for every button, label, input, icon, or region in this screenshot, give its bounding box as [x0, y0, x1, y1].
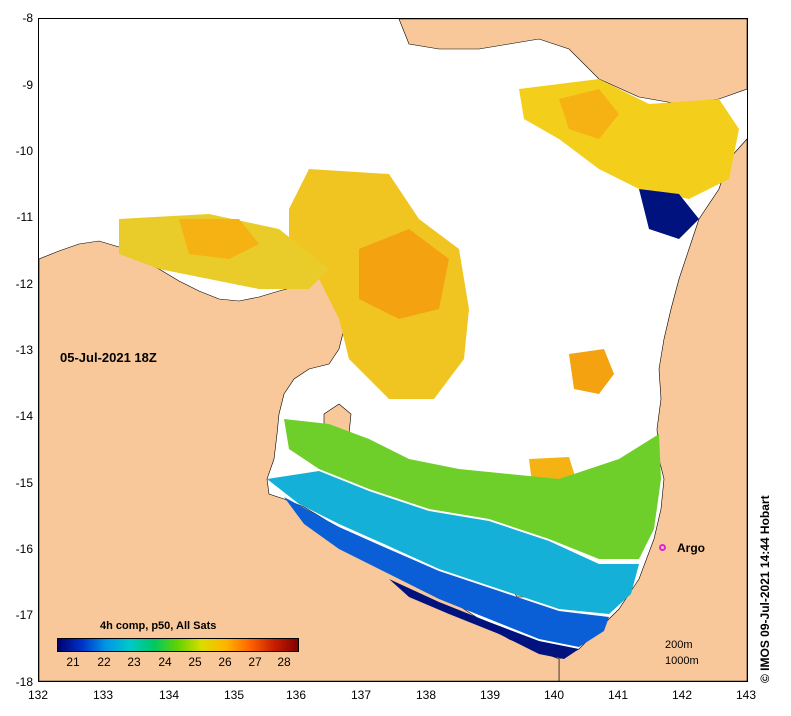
- credit-label: © IMOS 09-Jul-2021 14:44 Hobart: [758, 495, 772, 683]
- sst-patch-orange-mid-east: [569, 349, 614, 394]
- argo-marker-icon[interactable]: [659, 544, 666, 551]
- x-tick: 135: [223, 688, 245, 702]
- y-tick: -12: [15, 277, 33, 291]
- colorbar-tick: 25: [188, 655, 202, 669]
- legend-title: 4h comp, p50, All Sats: [100, 620, 217, 632]
- sst-band-south-navy: [389, 579, 579, 659]
- colorbar-tick: 24: [158, 655, 172, 669]
- sst-patch-orange-ne: [559, 89, 619, 139]
- x-tick: 136: [285, 688, 307, 702]
- scale-label-200m: 200m: [665, 639, 693, 651]
- sst-patch-navy-east: [639, 189, 699, 239]
- y-tick: -13: [15, 343, 33, 357]
- x-tick: 139: [479, 688, 501, 702]
- x-tick: 134: [158, 688, 180, 702]
- colorbar: [57, 638, 299, 652]
- y-tick: -16: [15, 542, 33, 556]
- sst-band-south-blue: [284, 497, 609, 647]
- y-tick: -18: [15, 675, 33, 689]
- y-tick: -17: [15, 608, 33, 622]
- colorbar-tick: 26: [218, 655, 232, 669]
- sst-band-south-cyan: [267, 471, 639, 614]
- y-tick: -11: [16, 210, 33, 224]
- x-tick: 143: [735, 688, 757, 702]
- x-tick: 140: [543, 688, 565, 702]
- y-tick: -14: [15, 409, 33, 423]
- y-tick: -15: [15, 476, 33, 490]
- y-tick: -8: [22, 11, 33, 25]
- x-tick: 133: [92, 688, 114, 702]
- sst-patch-orange-central: [359, 229, 449, 319]
- scale-label-1000m: 1000m: [665, 655, 699, 667]
- colorbar-tick: 21: [66, 655, 80, 669]
- y-tick: -9: [22, 78, 33, 92]
- argo-label: Argo: [677, 541, 705, 555]
- x-tick: 141: [607, 688, 629, 702]
- x-tick: 142: [671, 688, 693, 702]
- colorbar-tick: 22: [97, 655, 111, 669]
- colorbar-tick: 28: [277, 655, 291, 669]
- x-tick: 138: [415, 688, 437, 702]
- map-frame: [38, 18, 748, 682]
- x-tick: 132: [27, 688, 49, 702]
- colorbar-tick: 27: [248, 655, 262, 669]
- date-label: 05-Jul-2021 18Z: [60, 350, 157, 365]
- colorbar-tick: 23: [127, 655, 141, 669]
- sst-map: [39, 19, 747, 681]
- y-tick: -10: [15, 144, 33, 158]
- sst-patch-orange-west: [179, 219, 259, 259]
- sst-band-south-green: [284, 419, 661, 559]
- x-tick: 137: [350, 688, 372, 702]
- land-png: [398, 19, 747, 105]
